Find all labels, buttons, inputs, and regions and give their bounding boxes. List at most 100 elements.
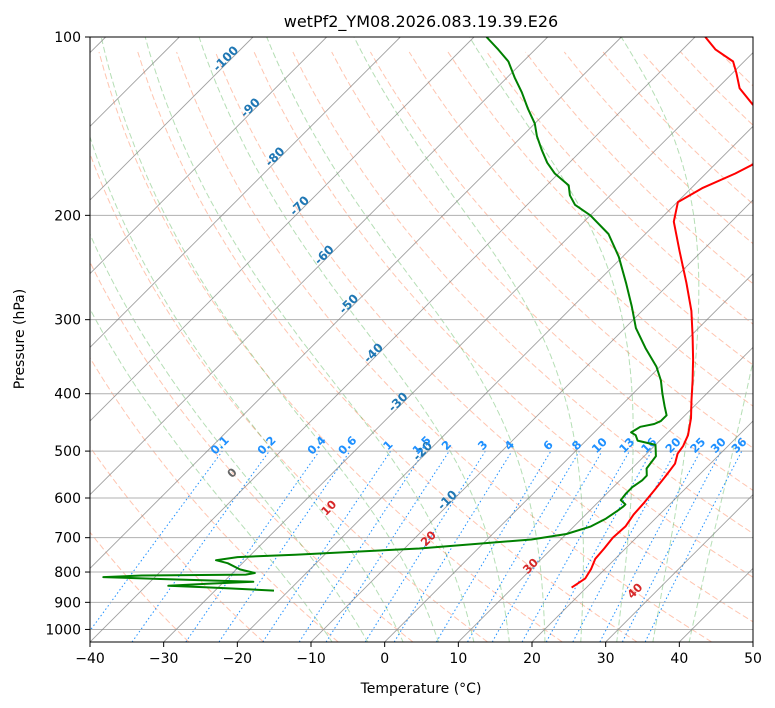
isotherm-line [90, 37, 696, 642]
mixing-ratio-line [131, 450, 270, 642]
x-tick-label: −10 [296, 651, 326, 667]
isotherm-label: -40 [361, 340, 386, 365]
dry-adiabat-line [292, 51, 753, 535]
isotherm-line [90, 37, 548, 496]
pressure-gridlines [90, 37, 753, 630]
mixing-ratio-line [393, 450, 513, 642]
dry-adiabats [90, 51, 775, 642]
y-tick-label: 800 [54, 565, 81, 581]
isotherm-label: -80 [262, 144, 287, 169]
y-axis-label: Pressure (hPa) [12, 289, 28, 389]
y-tick-label: 200 [54, 208, 81, 224]
moist-adiabats [90, 37, 753, 642]
moist-adiabat-line [90, 308, 333, 642]
isotherm-line [752, 641, 753, 642]
moist-adiabat-line [144, 37, 475, 642]
dry-adiabat-label: 40 [624, 580, 645, 601]
mixing-ratio-line [298, 450, 425, 642]
isotherm-label: -100 [210, 43, 241, 74]
dry-adiabat-line [525, 51, 753, 285]
dry-adiabat-line [602, 51, 753, 205]
y-tick-label: 500 [54, 444, 81, 460]
moist-adiabat-line [90, 232, 369, 642]
x-tick-label: 0 [380, 651, 389, 667]
isotherm-line [163, 52, 753, 642]
dry-adiabat-line [90, 446, 264, 642]
x-axis-ticks: −40 −30 −20 −10 0 10 20 30 40 50 [75, 642, 762, 667]
mixing-ratio-label: 0.1 [207, 433, 231, 457]
y-tick-label: 700 [54, 531, 81, 547]
mixing-ratio-line [572, 450, 677, 642]
mixing-ratio-line [90, 450, 223, 632]
y-tick-label: 900 [54, 595, 81, 611]
moist-adiabat-line [469, 37, 634, 642]
dry-adiabat-line [408, 51, 753, 407]
dry-adiabat-line [369, 51, 753, 449]
mixing-ratio-lines [90, 450, 743, 642]
isotherm-line [90, 37, 401, 348]
isotherm-line [458, 346, 753, 642]
dry-adiabat-line [563, 51, 753, 245]
x-tick-label: 10 [449, 651, 467, 667]
isotherm-line [90, 37, 622, 569]
dry-adiabat-line [253, 51, 753, 578]
y-tick-label: 300 [54, 313, 81, 329]
moist-adiabat-line [198, 37, 510, 642]
isotherm-label: -90 [238, 95, 263, 120]
x-tick-label: −40 [75, 651, 105, 667]
isotherm-label: -70 [287, 193, 312, 218]
isotherm-line [605, 494, 753, 642]
isotherm-line [384, 273, 753, 642]
mixing-ratio-line [545, 450, 653, 642]
moist-adiabat-line [100, 37, 440, 642]
mixing-ratio-label: 25 [687, 435, 708, 456]
x-tick-label: 40 [670, 651, 688, 667]
dry-adiabat-line [331, 51, 753, 491]
dry-adiabat-line [90, 356, 339, 642]
mixing-ratio-label: 10 [589, 435, 610, 456]
y-tick-label: 400 [54, 387, 81, 403]
isotherm-line [237, 125, 753, 642]
isotherm-line [531, 420, 753, 642]
isotherm-line [90, 37, 475, 422]
isotherms [90, 37, 753, 642]
y-tick-label: 100 [54, 30, 81, 46]
x-tick-label: −20 [223, 651, 253, 667]
mixing-ratio-line [599, 450, 701, 642]
x-tick-label: −30 [149, 651, 179, 667]
mixing-ratio-line [262, 450, 392, 642]
moist-adiabat-line [90, 135, 404, 642]
plot-frame [89, 36, 754, 643]
mixing-ratio-line [185, 450, 320, 642]
dry-adiabat-label: 0 [224, 465, 240, 481]
dry-adiabat-line [719, 51, 753, 87]
mixing-ratio-label: 0.4 [304, 433, 328, 457]
isotherm-line [310, 199, 753, 642]
plot-area: -100-90-80-70-60-50-40-30-20-100.1 0.2 0.4… [90, 37, 775, 642]
chart-title: wetPf2_YM08.2026.083.19.39.E26 [284, 12, 558, 32]
x-tick-label: 20 [523, 651, 541, 667]
isotherm-line [679, 567, 753, 642]
dry-adiabat-line [758, 52, 775, 642]
moist-adiabat-line [620, 37, 700, 642]
x-axis-label: Temperature (°C) [360, 681, 482, 697]
temperature-line [571, 37, 753, 589]
isotherm-label: -30 [385, 389, 410, 414]
dry-adiabat-line [98, 51, 563, 642]
dry-adiabat-line [486, 51, 753, 325]
moist-adiabat-line [266, 37, 546, 642]
dry-adiabat-line [90, 260, 414, 642]
dry-adiabat-line [214, 51, 753, 623]
isotherm-label: -60 [312, 242, 337, 267]
line-labels: -100-90-80-70-60-50-40-30-20-100.1 0.2 0.4… [207, 43, 749, 601]
mixing-ratio-line [644, 450, 743, 642]
moist-adiabat-line [353, 37, 584, 642]
dry-adiabat-line [447, 51, 753, 366]
isotherm-line [90, 37, 254, 201]
isotherm-line [90, 37, 327, 275]
mixing-ratio-line [325, 450, 450, 642]
dry-adiabat-line [90, 152, 488, 642]
x-tick-label: 30 [597, 651, 615, 667]
dry-adiabat-line [137, 51, 638, 642]
mixing-ratio-label: 0.6 [335, 433, 359, 457]
